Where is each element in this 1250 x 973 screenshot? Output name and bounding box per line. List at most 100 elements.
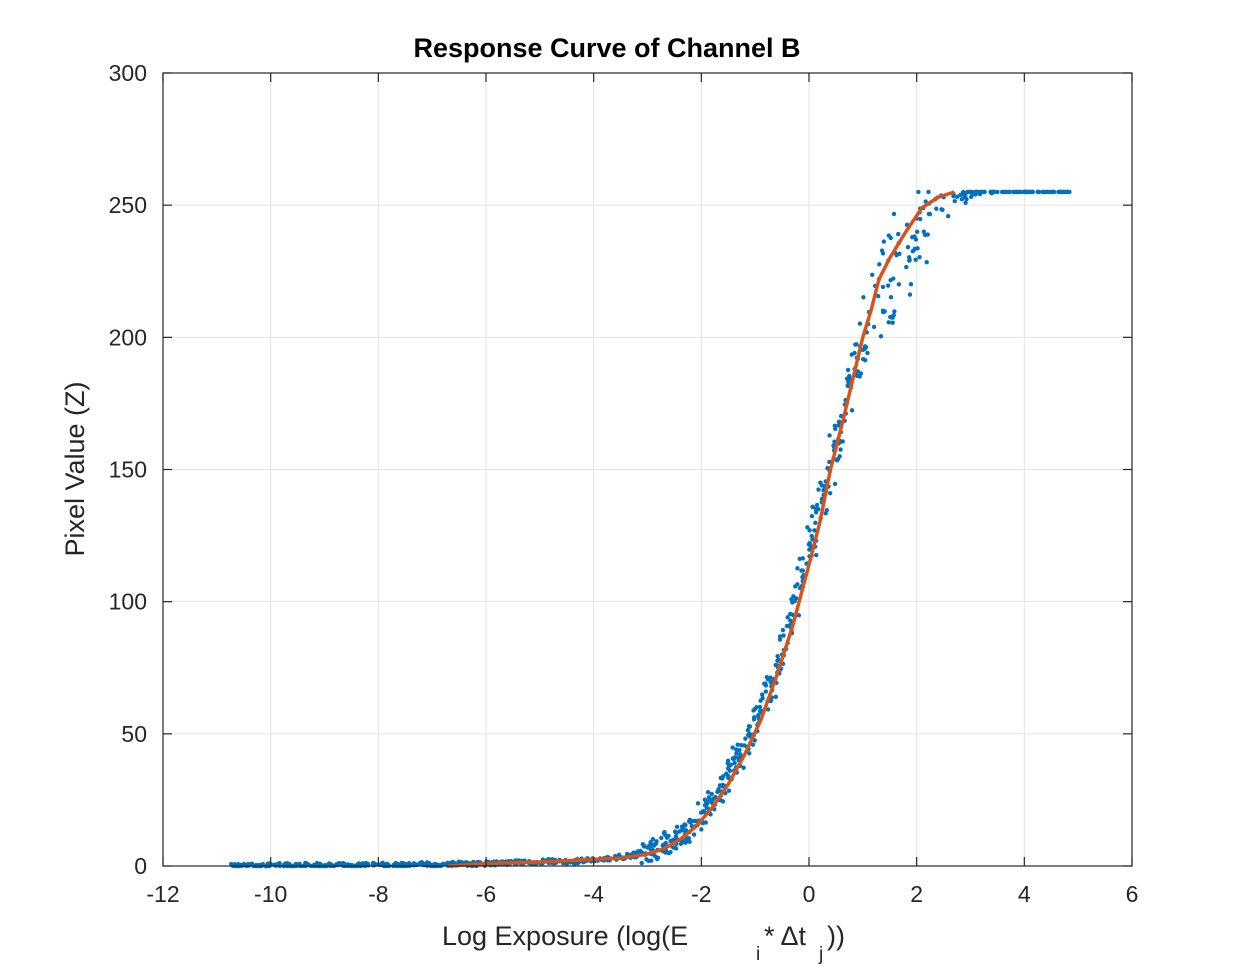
scatter-point	[734, 751, 739, 756]
scatter-point	[908, 282, 914, 287]
scatter-point	[440, 861, 446, 866]
scatter-point	[806, 542, 812, 547]
scatter-point	[649, 858, 654, 863]
scatter-point	[757, 704, 763, 710]
scatter-point	[768, 675, 773, 680]
scatter-point	[765, 707, 771, 712]
scatter-point	[891, 211, 897, 217]
scatter-point	[705, 789, 711, 795]
scatter-point	[650, 837, 656, 842]
scatter-point	[764, 674, 769, 680]
scatter-point	[743, 736, 748, 741]
scatter-point	[1047, 189, 1052, 195]
scatter-point	[699, 827, 704, 832]
scatter-point	[934, 206, 939, 211]
scatter-point	[763, 683, 769, 688]
scatter-point	[360, 861, 366, 866]
scatter-point	[1040, 189, 1045, 195]
scatter-point	[776, 657, 781, 663]
scatter-point	[780, 627, 786, 633]
grid	[163, 72, 1133, 866]
scatter-point	[795, 566, 800, 571]
scatter-point	[807, 528, 812, 533]
x-tick-label: -8	[368, 881, 388, 907]
scatter-point	[970, 189, 975, 195]
scatter-point	[775, 653, 780, 659]
scatter-point	[709, 791, 714, 797]
scatter-point	[890, 320, 895, 325]
scatter-point	[876, 293, 881, 299]
scatter-point	[805, 525, 810, 530]
scatter-point	[823, 511, 828, 516]
scatter-point	[365, 861, 370, 866]
scatter-point	[854, 342, 859, 347]
scatter-point	[827, 490, 833, 496]
scatter-point	[961, 189, 966, 195]
scatter-point	[229, 861, 234, 867]
scatter-point	[1035, 189, 1041, 195]
scatter-point	[917, 254, 922, 260]
x-tick-label: -2	[691, 881, 711, 907]
x-axis-label-mid: * Δt	[764, 921, 807, 951]
scatter-point	[926, 211, 932, 217]
scatter-point	[706, 798, 712, 803]
scatter-point	[809, 513, 815, 519]
scatter-point	[751, 708, 756, 713]
scatter-point	[995, 189, 1000, 195]
scatter-point	[865, 350, 870, 356]
scatter-point	[293, 861, 299, 867]
scatter-point	[907, 292, 913, 297]
response-curve-line	[448, 190, 955, 868]
x-axis-label-end: ))	[827, 921, 845, 951]
scatter-point	[686, 819, 692, 824]
scatter-point	[952, 198, 957, 204]
scatter-point	[858, 371, 864, 376]
y-tick-label: 250	[109, 192, 147, 218]
scatter-point	[940, 207, 945, 213]
scatter-point	[819, 483, 825, 488]
scatter-point	[747, 724, 753, 729]
scatter-point	[328, 862, 333, 867]
scatter-point	[910, 248, 916, 254]
y-axis-label: Pixel Value (Z)	[60, 381, 90, 556]
scatter-point	[880, 309, 886, 315]
scatter-point	[999, 189, 1005, 195]
scatter-point	[424, 860, 430, 866]
scatter-point	[965, 189, 971, 195]
x-axis-label: Log Exposure (log(E i * Δt j ))	[442, 921, 845, 965]
scatter-point	[905, 244, 911, 250]
scatter-point	[751, 717, 757, 722]
scatter-point	[757, 709, 763, 714]
scatter-point	[747, 751, 752, 756]
scatter-point	[711, 796, 716, 802]
scatter-point	[849, 408, 855, 413]
scatter-point	[945, 214, 951, 219]
scatter-point	[777, 637, 783, 642]
scatter-point	[674, 824, 680, 830]
scatter-point	[917, 216, 923, 222]
scatter-point	[1010, 189, 1016, 195]
scatter-point	[810, 504, 816, 510]
scatter-point	[682, 822, 687, 827]
scatter-point	[922, 232, 928, 238]
scatter-point	[773, 694, 779, 700]
x-tick-label: 6	[1126, 881, 1139, 907]
scatter-point	[662, 832, 668, 838]
scatter-point	[739, 742, 744, 748]
x-tick-label: -10	[254, 881, 287, 907]
scatter-point	[701, 808, 706, 814]
y-tick-label: 50	[121, 721, 147, 747]
scatter-point	[832, 423, 838, 429]
scatter-point	[1003, 189, 1008, 195]
scatter-point	[659, 835, 664, 841]
scatter-point	[958, 192, 963, 197]
scatter-point	[639, 860, 644, 866]
scatter-point	[878, 334, 884, 339]
scatter-point	[679, 827, 685, 833]
scatter-point	[793, 584, 798, 589]
scatter-point	[888, 277, 893, 283]
scatter-point	[730, 745, 735, 750]
scatter-point	[880, 251, 886, 256]
scatter-point	[750, 742, 756, 747]
